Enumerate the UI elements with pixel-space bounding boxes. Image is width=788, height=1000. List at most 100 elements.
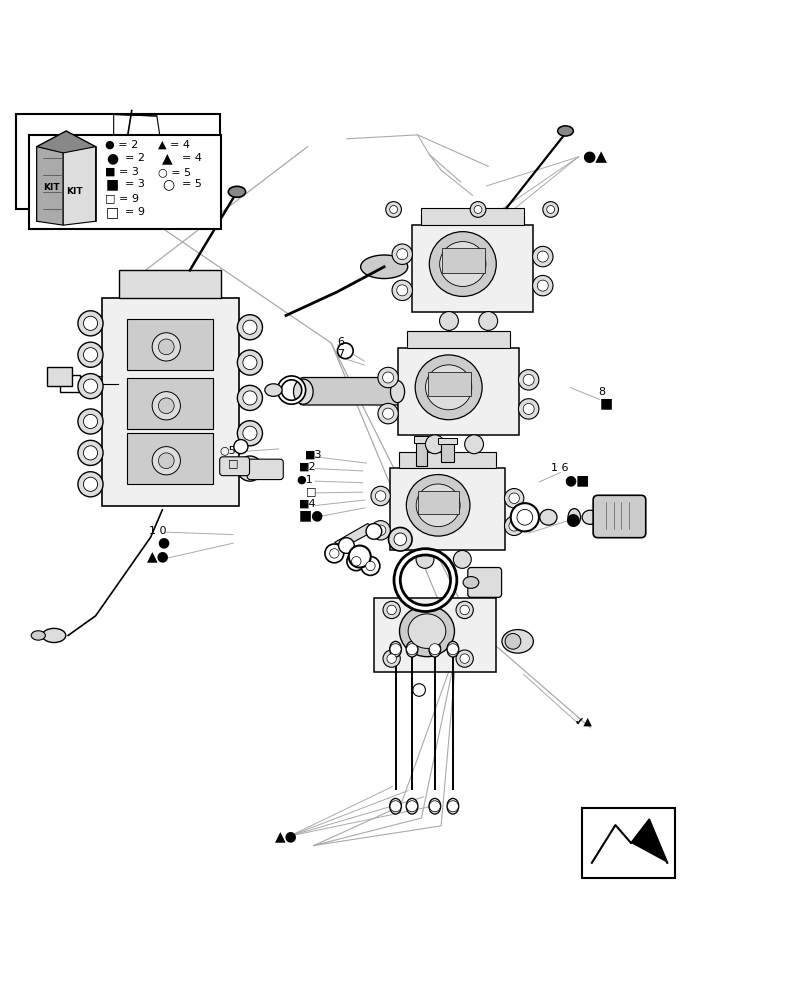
Ellipse shape	[416, 484, 460, 527]
Bar	[422, 208, 524, 225]
Ellipse shape	[265, 384, 282, 396]
Circle shape	[429, 801, 440, 812]
Circle shape	[383, 372, 394, 383]
Bar	[397, 348, 519, 435]
Bar	[29, 135, 221, 229]
FancyBboxPatch shape	[299, 378, 401, 405]
Circle shape	[383, 601, 400, 619]
Circle shape	[383, 650, 400, 667]
Circle shape	[351, 557, 361, 566]
Bar	[41, 151, 91, 217]
Circle shape	[366, 561, 375, 571]
Circle shape	[78, 440, 103, 465]
Text: ○: ○	[162, 177, 174, 191]
Bar	[46, 367, 72, 386]
Bar	[119, 270, 221, 298]
Text: ● = 2: ● = 2	[105, 140, 138, 150]
Circle shape	[519, 370, 539, 390]
Text: ■: ■	[106, 177, 119, 191]
Circle shape	[84, 414, 98, 429]
Text: = 3: = 3	[125, 179, 145, 189]
Circle shape	[504, 489, 524, 508]
Ellipse shape	[390, 798, 401, 814]
Ellipse shape	[540, 509, 557, 525]
Circle shape	[339, 538, 355, 553]
Circle shape	[448, 801, 459, 812]
Circle shape	[329, 549, 339, 558]
Circle shape	[390, 206, 397, 213]
Polygon shape	[63, 147, 95, 225]
Text: ▲ = 4: ▲ = 4	[158, 140, 191, 150]
Circle shape	[45, 146, 88, 190]
Circle shape	[325, 544, 344, 563]
Circle shape	[509, 521, 519, 531]
Text: ■2: ■2	[299, 462, 317, 472]
Text: ●: ●	[565, 511, 580, 529]
Circle shape	[378, 367, 398, 388]
Bar	[127, 433, 214, 484]
FancyBboxPatch shape	[220, 457, 250, 476]
Circle shape	[371, 521, 390, 540]
Circle shape	[158, 339, 174, 355]
Circle shape	[396, 249, 407, 260]
Circle shape	[237, 350, 262, 375]
Circle shape	[416, 550, 434, 568]
Circle shape	[349, 546, 370, 568]
Text: = 4: = 4	[182, 153, 202, 163]
Bar	[414, 436, 429, 443]
Bar	[418, 491, 459, 514]
Polygon shape	[37, 147, 63, 225]
Circle shape	[78, 409, 103, 434]
Circle shape	[388, 527, 412, 551]
Bar	[37, 147, 95, 221]
Circle shape	[152, 447, 180, 475]
Circle shape	[84, 477, 98, 491]
Bar	[407, 331, 510, 348]
Circle shape	[456, 650, 474, 667]
Circle shape	[237, 315, 262, 340]
Text: ○5: ○5	[219, 446, 236, 456]
Circle shape	[375, 525, 386, 536]
Text: ■4: ■4	[299, 498, 317, 508]
Circle shape	[34, 135, 99, 201]
Circle shape	[375, 491, 386, 501]
Ellipse shape	[400, 606, 455, 657]
FancyBboxPatch shape	[593, 495, 645, 538]
Circle shape	[392, 244, 412, 264]
Polygon shape	[335, 524, 377, 547]
Circle shape	[523, 374, 534, 385]
Ellipse shape	[429, 798, 440, 814]
Ellipse shape	[429, 641, 440, 657]
Text: ■●: ■●	[299, 509, 324, 523]
Ellipse shape	[229, 186, 246, 197]
Circle shape	[158, 158, 180, 180]
Circle shape	[407, 644, 418, 655]
Circle shape	[413, 684, 426, 696]
Circle shape	[387, 605, 396, 615]
Circle shape	[448, 644, 459, 655]
Text: ●■: ●■	[564, 473, 589, 487]
Circle shape	[440, 312, 459, 330]
Circle shape	[366, 524, 381, 539]
Circle shape	[152, 392, 180, 420]
Text: ○ = 5: ○ = 5	[158, 167, 191, 177]
Text: 1 0: 1 0	[149, 526, 166, 536]
Circle shape	[547, 206, 555, 213]
Circle shape	[78, 374, 103, 399]
Text: = 2: = 2	[125, 153, 146, 163]
Circle shape	[533, 275, 553, 296]
Text: ■: ■	[600, 396, 613, 410]
Circle shape	[378, 403, 398, 424]
Circle shape	[371, 486, 390, 506]
Polygon shape	[631, 820, 667, 863]
Circle shape	[237, 385, 262, 410]
Circle shape	[396, 285, 407, 296]
Circle shape	[243, 356, 257, 370]
Text: ▲●: ▲●	[147, 550, 169, 564]
FancyBboxPatch shape	[468, 568, 502, 597]
Polygon shape	[37, 131, 95, 155]
Ellipse shape	[406, 798, 418, 814]
Text: 7: 7	[337, 349, 344, 359]
Circle shape	[361, 557, 380, 575]
Text: = 9: = 9	[125, 207, 146, 217]
